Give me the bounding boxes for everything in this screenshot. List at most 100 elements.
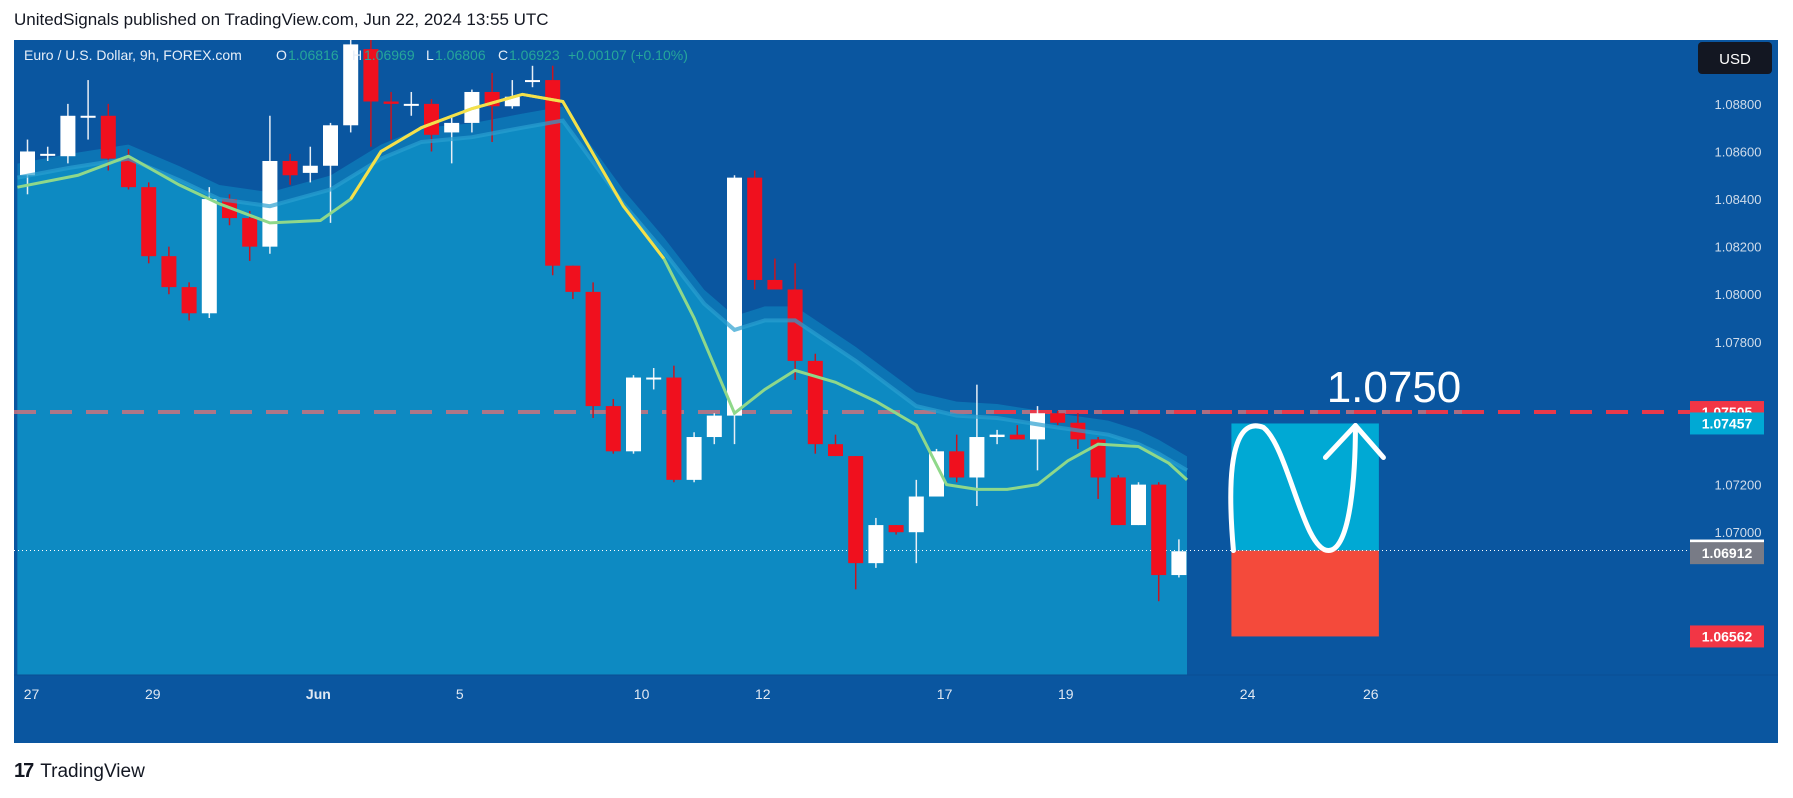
stop-zone — [1231, 550, 1379, 637]
close-value: 1.06923 — [509, 47, 560, 63]
high-value: 1.06969 — [364, 47, 415, 63]
price-tick-label: 1.08600 — [1715, 144, 1762, 159]
candlestick-series — [20, 32, 1187, 602]
price-tick-label: 1.07800 — [1715, 335, 1762, 350]
price-tick-label: 1.08800 — [1715, 97, 1762, 112]
time-tick-label: 5 — [456, 686, 464, 702]
candle-up — [727, 177, 742, 416]
ema-green-line — [17, 92, 1188, 491]
price-label-text: 1.06562 — [1702, 628, 1753, 644]
low-value: 1.06806 — [435, 47, 486, 63]
candle-down — [141, 187, 157, 257]
chart-panel[interactable]: 1.0750 1.08800 1.08600 1.08400 1.08200 1.080… — [14, 32, 1778, 743]
candle-down — [1151, 484, 1167, 576]
candle-up — [706, 415, 722, 438]
candle-down — [1050, 413, 1066, 423]
ma-band-inner — [17, 120, 1187, 675]
candle-up — [80, 115, 96, 118]
time-tick-label: 29 — [145, 686, 161, 702]
symbol-legend: Euro / U.S. Dollar, 9h, FOREX.com O 1.06… — [24, 47, 688, 63]
time-axis: 27 29 Jun 5 10 12 17 19 24 26 — [14, 674, 1778, 702]
moving-average-band — [17, 106, 1187, 675]
candle-down — [383, 101, 399, 104]
ema-yellow-line — [349, 92, 665, 260]
candle-down — [848, 456, 864, 564]
candle-up — [302, 165, 318, 173]
projection-wave — [1228, 422, 1358, 554]
projection-arrowhead — [1322, 422, 1386, 460]
price-tick-label: 1.07200 — [1715, 478, 1762, 493]
price-tick-label: 1.08200 — [1715, 240, 1762, 255]
time-tick-label: 12 — [755, 686, 771, 702]
projection-drawing: 1.0750 — [1228, 363, 1461, 554]
candle-down — [363, 49, 379, 102]
candle-down — [605, 406, 621, 452]
candle-up — [403, 103, 419, 106]
symbol-title: Euro / U.S. Dollar, 9h, FOREX.com — [24, 47, 242, 63]
candle-down — [767, 279, 783, 290]
candle-up — [343, 44, 359, 126]
price-axis: 1.08800 1.08600 1.08400 1.08200 1.08000 1.078… — [1480, 97, 1764, 743]
candle-down — [666, 377, 682, 480]
candle-up — [908, 496, 924, 533]
time-tick-label: 26 — [1363, 686, 1379, 702]
candle-down — [828, 444, 843, 457]
time-tick-label: 17 — [937, 686, 953, 702]
time-tick-label: 27 — [24, 686, 40, 702]
candle-up — [201, 199, 217, 314]
candle-up — [504, 96, 520, 107]
brand-name: TradingView — [40, 760, 145, 782]
open-value: 1.06816 — [288, 47, 339, 63]
candle-down — [888, 525, 904, 533]
price-label-box — [1690, 542, 1764, 565]
change-value: +0.00107 (+0.10%) — [568, 47, 688, 63]
time-tick-label: Jun — [306, 686, 331, 702]
candle-down — [585, 291, 601, 407]
candle-down — [161, 256, 177, 288]
candle-up — [686, 437, 702, 480]
ema-lines — [17, 92, 1188, 491]
candle-up — [646, 377, 662, 380]
currency-button-label: USD — [1719, 51, 1751, 68]
currency-button[interactable]: USD — [1698, 42, 1772, 74]
candle-down — [121, 158, 136, 188]
candle-up — [60, 115, 76, 157]
tradingview-logo-icon: 17 — [14, 760, 34, 782]
candle-down — [242, 218, 258, 247]
candle-up — [262, 160, 278, 247]
time-tick-label: 10 — [634, 686, 650, 702]
axis-spacer — [1480, 675, 1704, 743]
candle-down — [1090, 439, 1106, 478]
price-tick-label: 1.07000 — [1715, 525, 1762, 540]
publisher-header: UnitedSignals published on TradingView.c… — [14, 10, 549, 29]
time-tick-label: 19 — [1058, 686, 1074, 702]
candle-up — [323, 125, 338, 166]
candle-up — [929, 451, 944, 497]
candle-up — [626, 377, 641, 452]
price-label-text: 1.06912 — [1702, 545, 1753, 561]
candle-up — [1171, 551, 1187, 576]
candle-up — [40, 153, 56, 156]
candle-down — [565, 265, 581, 292]
candle-up — [989, 434, 1005, 438]
candle-down — [181, 287, 197, 314]
candle-down — [545, 80, 561, 266]
candle-down — [787, 289, 803, 361]
candle-up — [868, 525, 884, 564]
candle-down — [807, 360, 823, 445]
candle-down — [1110, 477, 1126, 526]
price-tick-label: 1.08400 — [1715, 192, 1762, 207]
price-label-box — [1690, 625, 1764, 648]
candle-down — [100, 115, 116, 159]
candle-up — [969, 437, 985, 478]
high-label: H — [352, 47, 362, 63]
price-label-text: 1.07457 — [1702, 415, 1753, 431]
brand-footer[interactable]: 17 TradingView — [14, 760, 145, 783]
price-chart[interactable]: 1.0750 1.08800 1.08600 1.08400 1.08200 1.080… — [14, 32, 1778, 743]
candle-down — [747, 177, 763, 280]
candle-up — [525, 80, 540, 83]
candle-down — [424, 103, 439, 135]
candle-up — [1131, 484, 1146, 526]
ema-slow-line — [17, 118, 1188, 473]
candle-down — [1009, 434, 1025, 440]
